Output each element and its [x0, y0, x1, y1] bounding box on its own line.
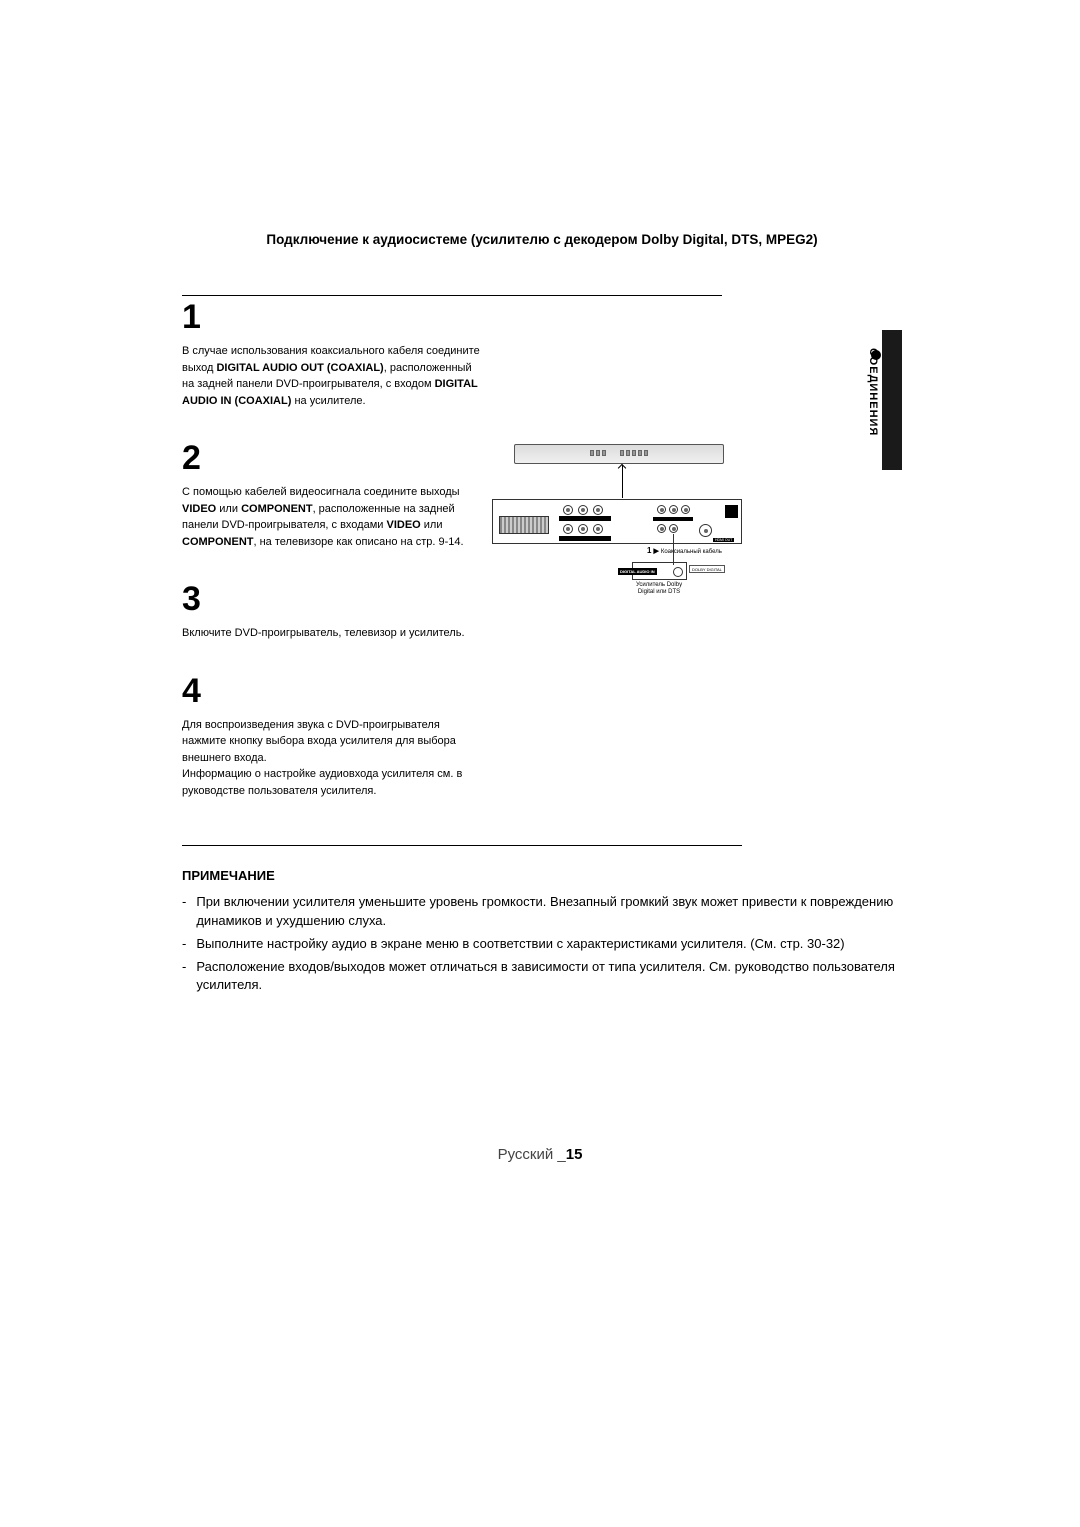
dolby-logo: DOLBY DIGITAL [689, 565, 725, 573]
text: или [421, 519, 443, 531]
notes-list: - При включении усилителя уменьшите уров… [182, 893, 902, 995]
step-number: 4 [182, 672, 502, 711]
caption-line: Digital или DTS [636, 589, 682, 596]
text: Включите DVD-проигрыватель, телевизор и … [182, 627, 465, 639]
note-item: - Расположение входов/выходов может отли… [182, 958, 902, 996]
step-4: 4 Для воспроизведения звука с DVD-проигр… [182, 672, 502, 800]
step-number: 2 [182, 439, 502, 478]
step-text: В случае использования коаксиального каб… [182, 343, 482, 409]
bold-text: COMPONENT [241, 503, 313, 515]
hdmi-label: HDMI OUT [713, 538, 734, 542]
label-text: Коаксиальный кабель [661, 549, 722, 555]
page-content: Подключение к аудиосистеме (усилителю с … [182, 232, 902, 999]
step-1: 1 В случае использования коаксиального к… [182, 298, 502, 409]
label-num: 1 [647, 546, 651, 555]
page-footer: Русский _15 [0, 1146, 1080, 1163]
step-2: 2 С помощью кабелей видеосигнала соедини… [182, 439, 502, 550]
text: или [216, 503, 241, 515]
scart-connector [499, 516, 549, 534]
note-text: Расположение входов/выходов может отлича… [196, 958, 902, 996]
step-number: 1 [182, 298, 502, 337]
page-number: 15 [566, 1146, 583, 1163]
bold-text: DIGITAL AUDIO OUT (COAXIAL) [216, 362, 383, 374]
text: Информацию о настройке аудиовхода усилит… [182, 766, 482, 799]
bold-text: VIDEO [386, 519, 420, 531]
footer-lang: Русский _ [498, 1146, 566, 1163]
bold-text: VIDEO [182, 503, 216, 515]
step-number: 3 [182, 580, 502, 619]
caption-line: Усилитель Dolby [636, 582, 682, 589]
page-title: Подключение к аудиосистеме (усилителю с … [182, 232, 902, 247]
step-text: Для воспроизведения звука с DVD-проигрыв… [182, 717, 482, 800]
text: , на телевизоре как описано на стр. 9-14… [254, 536, 464, 548]
note-item: - Выполните настройку аудио в экране мен… [182, 935, 902, 954]
note-item: - При включении усилителя уменьшите уров… [182, 893, 902, 931]
bold-text: COMPONENT [182, 536, 254, 548]
step-text: Включите DVD-проигрыватель, телевизор и … [182, 625, 482, 642]
bullet: - [182, 935, 186, 954]
note-text: Выполните настройку аудио в экране меню … [196, 935, 844, 954]
amplifier-device [514, 444, 724, 464]
divider [182, 845, 742, 846]
divider [182, 295, 722, 296]
text: на усилителе. [291, 395, 365, 407]
dvd-back-panel: HDMI OUT [492, 499, 742, 544]
cable-label: 1▶Коаксиальный кабель [647, 546, 722, 555]
text: Для воспроизведения звука с DVD-проигрыв… [182, 717, 482, 767]
note-text: При включении усилителя уменьшите уровен… [196, 893, 902, 931]
amp-caption: Усилитель Dolby Digital или DTS [636, 582, 682, 596]
step-text: С помощью кабелей видеосигнала соедините… [182, 484, 482, 550]
digital-audio-in-label: DIGITAL AUDIO IN [618, 568, 657, 575]
text: С помощью кабелей видеосигнала соедините… [182, 486, 460, 498]
arrow-head [618, 464, 626, 472]
bullet: - [182, 893, 186, 931]
step-3: 3 Включите DVD-проигрыватель, телевизор … [182, 580, 502, 642]
bullet: - [182, 958, 186, 996]
notes-heading: ПРИМЕЧАНИЕ [182, 868, 902, 883]
connection-diagram: HDMI OUT 1▶Коаксиальный кабель DIGITAL A… [492, 444, 742, 614]
